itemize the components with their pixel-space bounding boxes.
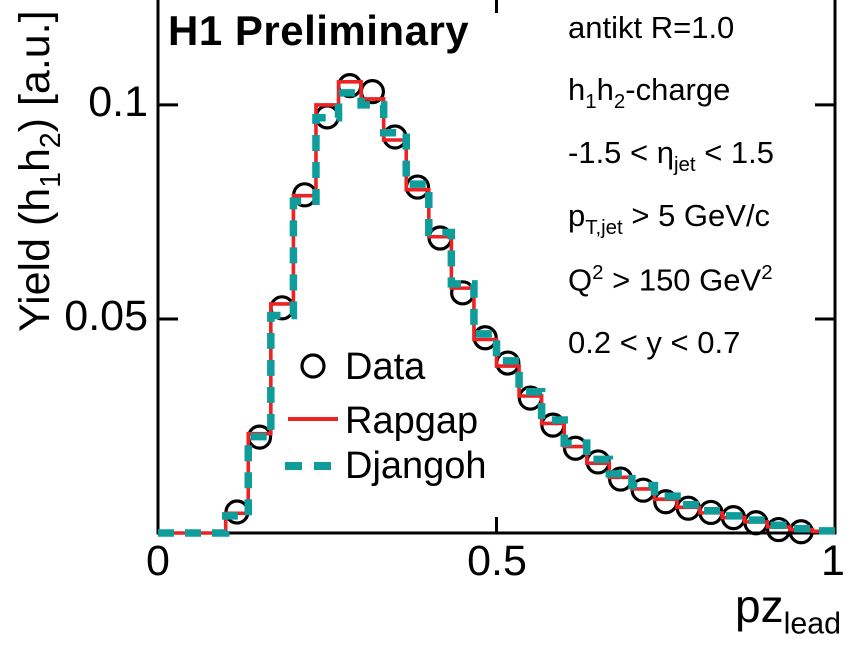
y-tick-label-0p1: 0.1: [88, 78, 148, 126]
series-layer: [158, 73, 835, 545]
legend-label-data: Data: [345, 346, 426, 388]
legend-label-rapgap: Rapgap: [345, 400, 479, 442]
legend-marker-circle: [300, 353, 326, 379]
annotation-charge: h1h2-charge: [568, 72, 731, 113]
x-tick-label-0p5: 0.5: [467, 537, 527, 585]
legend-label-djangoh: Djangoh: [345, 445, 487, 487]
annotation-q2: Q2 > 150 GeV2: [568, 261, 773, 298]
y-axis-label: Yield (h1h2) [a.u.]: [11, 10, 67, 332]
axes-frame: [156, 0, 837, 535]
annotation-ptjet: pT,jet > 5 GeV/c: [568, 198, 771, 239]
x-axis-label: pzlead: [735, 580, 841, 641]
djangoh-line: [158, 89, 835, 537]
annotation-antikt: antikt R=1.0: [568, 10, 735, 45]
x-tick-label-1: 1: [821, 537, 845, 585]
legend-markers: [285, 353, 342, 470]
y-tick-label-0p05: 0.05: [64, 292, 148, 340]
annotation-y-range: 0.2 < y < 0.7: [568, 325, 741, 360]
x-tick-label-0: 0: [146, 537, 170, 585]
annotation-eta: -1.5 < ηjet < 1.5: [568, 135, 775, 176]
plot-title: H1 Preliminary: [168, 7, 470, 54]
